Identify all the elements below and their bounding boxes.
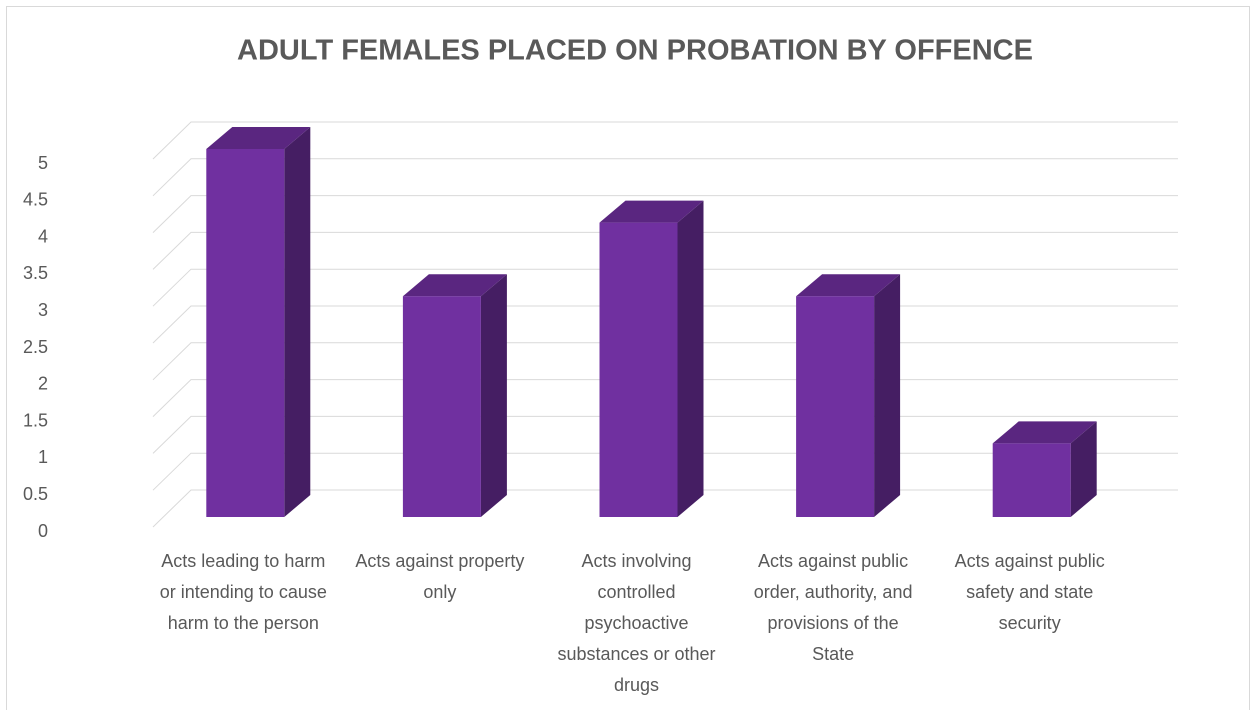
x-tick-label: Acts against property only [355, 551, 525, 602]
y-tick-label: 2 [38, 374, 48, 394]
y-tick-label: 3 [38, 300, 48, 320]
x-tick-label: Acts against public safety and state sec… [954, 551, 1105, 633]
y-tick-label: 0 [38, 521, 48, 541]
bar-top [599, 200, 704, 223]
chart-title: ADULT FEMALES PLACED ON PROBATION BY OFF… [237, 35, 1033, 67]
bar [599, 222, 678, 517]
y-tick-label: 1.5 [23, 410, 48, 430]
grid-line [152, 121, 1178, 160]
chart-border [6, 6, 1250, 710]
x-tick-label: Acts leading to harm or intending to cau… [159, 551, 327, 633]
bar-side [677, 200, 704, 517]
x-tick-label: Acts against public order, authority, an… [753, 551, 913, 664]
y-tick-label: 5 [38, 153, 48, 173]
bar [796, 296, 875, 517]
bar-top [796, 274, 901, 297]
y-tick-label: 2.5 [23, 337, 48, 357]
grid-line [152, 231, 1178, 270]
bar-top [206, 127, 311, 149]
bar-side [874, 274, 901, 517]
bar-side [480, 274, 507, 517]
y-tick-label: 3.5 [23, 263, 48, 283]
grid-line [152, 268, 1178, 307]
bar-top [992, 421, 1097, 444]
bar-top [402, 274, 507, 297]
grid-line [152, 158, 1178, 197]
bar [402, 296, 481, 517]
x-tick-label: Acts involving controlled psychoactive s… [557, 551, 716, 695]
y-tick-label: 0.5 [23, 484, 48, 504]
bar-side [284, 127, 311, 517]
bar [206, 149, 285, 517]
y-tick-label: 4.5 [23, 190, 48, 210]
bar-side [1070, 421, 1097, 517]
grid-line [152, 195, 1178, 233]
y-tick-label: 1 [38, 447, 48, 467]
bar [992, 443, 1071, 517]
y-tick-label: 4 [38, 226, 48, 246]
